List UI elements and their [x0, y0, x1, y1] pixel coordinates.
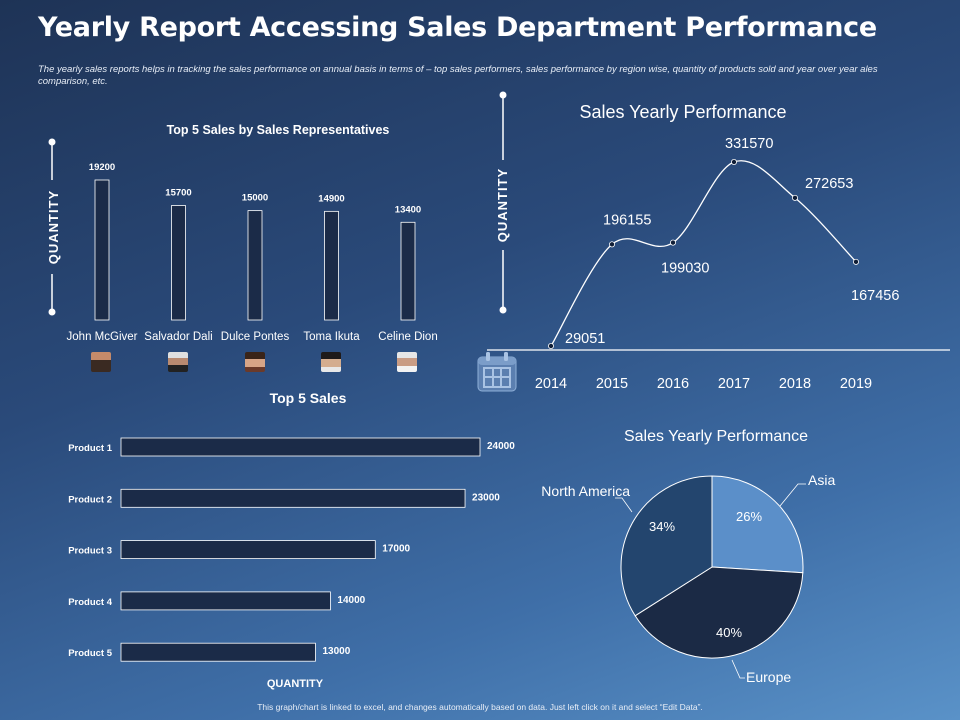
line-data-label: 272653 [805, 176, 853, 192]
pie-region-label: North America [541, 483, 630, 499]
rep-bar [400, 221, 416, 321]
avatar [397, 352, 417, 372]
product-bar-value: 24000 [487, 441, 515, 452]
line-point [731, 158, 738, 165]
rep-bar-value: 13400 [395, 204, 421, 215]
avatar [91, 352, 111, 372]
line-point [853, 258, 860, 265]
rep-name-label: Salvador Dali [144, 331, 212, 343]
rep-bar [247, 210, 263, 321]
rep-chart-title: Top 5 Sales by Sales Representatives [167, 123, 390, 137]
rep-y-axis-label: QUANTITY [46, 190, 61, 264]
product-bar [120, 540, 376, 559]
pie-slice [711, 475, 804, 574]
rep-name-label: Celine Dion [378, 331, 437, 343]
line-data-label: 199030 [661, 261, 709, 277]
pie-region-label: Asia [808, 472, 835, 488]
line-x-tick-label: 2017 [718, 376, 750, 392]
footer-note: This graph/chart is linked to excel, and… [257, 702, 703, 712]
line-point [548, 342, 555, 349]
line-point [670, 239, 677, 246]
product-label: Product 1 [68, 443, 113, 454]
line-data-label: 29051 [565, 331, 605, 347]
line-x-tick-label: 2019 [840, 376, 872, 392]
pie-leader-lines [615, 483, 806, 679]
product-label: Product 5 [68, 648, 113, 659]
product-bar-value: 17000 [382, 544, 410, 555]
product-bar [120, 591, 331, 611]
page-title: Yearly Report Accessing Sales Department… [38, 12, 877, 43]
avatar [245, 352, 265, 372]
page-description: The yearly sales reports helps in tracki… [38, 64, 878, 87]
line-x-tick-label: 2018 [779, 376, 811, 392]
rep-bar-value: 14900 [318, 193, 344, 204]
avatar [321, 352, 341, 372]
product-chart-title: Top 5 Sales [270, 390, 347, 406]
rep-bar-value: 15000 [242, 193, 268, 204]
rep-name-label: John McGiver [67, 331, 138, 343]
rep-bar [324, 210, 339, 321]
pie-percent-label: 40% [716, 625, 742, 640]
rep-bar-value: 15700 [165, 188, 191, 199]
line-y-axis-label: QUANTITY [495, 168, 510, 242]
line-point [792, 194, 799, 201]
rep-name-label: Dulce Pontes [221, 331, 290, 343]
product-label: Product 2 [68, 494, 112, 505]
rep-bar [171, 205, 186, 321]
product-bar-value: 14000 [337, 595, 365, 606]
pie-percent-label: 34% [649, 519, 675, 534]
pie-region-label: Europe [746, 669, 791, 685]
line-data-label: 196155 [603, 212, 651, 228]
pie-percent-label: 26% [736, 509, 762, 524]
line-x-tick-label: 2014 [535, 376, 567, 392]
yearly-series-line [550, 160, 857, 347]
product-bar-value: 23000 [472, 492, 500, 503]
rep-name-label: Toma Ikuta [303, 331, 360, 343]
product-bar [120, 642, 316, 662]
pie-slice [620, 475, 713, 617]
product-x-axis-label: QUANTITY [267, 678, 324, 690]
line-point [609, 241, 616, 248]
line-x-tick-label: 2015 [596, 376, 628, 392]
product-bar [120, 437, 481, 457]
pie-chart-title: Sales Yearly Performance [624, 428, 808, 445]
line-data-label: 331570 [725, 136, 773, 152]
line-chart-title: Sales Yearly Performance [579, 102, 786, 122]
product-bar [120, 488, 466, 508]
product-label: Product 3 [68, 546, 112, 557]
product-label: Product 4 [68, 597, 113, 608]
line-x-tick-label: 2016 [657, 376, 689, 392]
calendar-icon [477, 352, 517, 392]
avatar [168, 352, 188, 372]
product-bar-value: 13000 [322, 646, 350, 657]
rep-bar-value: 19200 [89, 162, 115, 173]
rep-y-axis-decoration [48, 138, 56, 316]
line-y-axis-decoration [499, 91, 507, 314]
line-data-label: 167456 [851, 288, 899, 304]
rep-bar [94, 179, 110, 321]
